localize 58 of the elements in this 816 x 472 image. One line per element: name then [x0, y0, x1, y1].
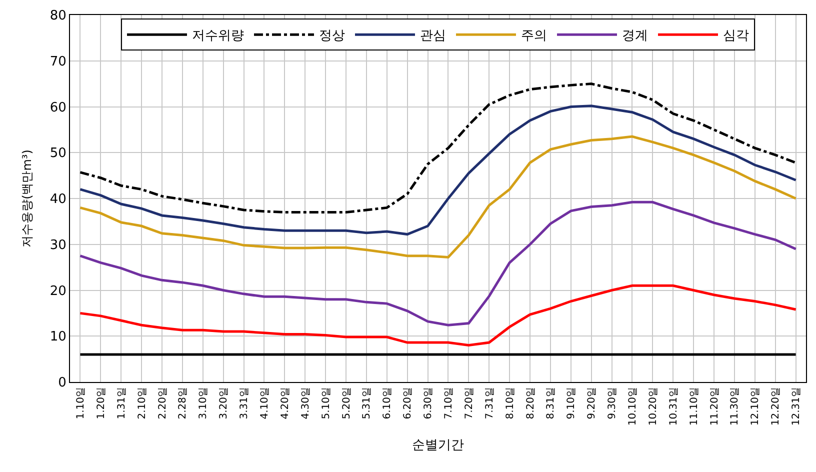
- x-tick-label: 5.31일: [362, 387, 373, 420]
- legend-label: 심각: [723, 28, 749, 44]
- y-tick-label: 20: [50, 284, 66, 299]
- y-axis-title: 저수용량(백만m³): [20, 150, 34, 248]
- x-tick-label: 5.20일: [341, 387, 352, 420]
- x-tick-label: 10.31일: [668, 387, 680, 426]
- x-tick-label: 3.10일: [198, 387, 210, 420]
- x-tick-label: 1.10일: [75, 387, 86, 420]
- x-tick-label: 7.20일: [464, 387, 475, 420]
- legend-label: 주의: [521, 28, 547, 44]
- y-tick-label: 50: [50, 146, 66, 162]
- x-tick-label: 8.31일: [546, 387, 557, 420]
- x-tick-label: 11.10일: [688, 387, 700, 426]
- x-tick-label: 5.10일: [320, 387, 332, 420]
- x-tick-label: 6.30일: [423, 387, 434, 420]
- x-tick-label: 6.10일: [382, 387, 394, 420]
- legend-label: 정상: [319, 28, 345, 44]
- x-tick-label: 4.20일: [280, 387, 291, 420]
- x-axis-title: 순별기간: [412, 438, 464, 454]
- x-tick-label: 1.31일: [116, 387, 128, 420]
- x-tick-label: 3.31일: [239, 387, 250, 420]
- x-tick-label: 2.28일: [178, 387, 189, 420]
- legend-label: 저수위량: [192, 28, 244, 44]
- x-tick-label: 2.20일: [157, 387, 168, 420]
- line-series: [78, 135, 798, 258]
- x-tick-label: 1.20일: [96, 387, 107, 420]
- x-tick-label: 4.10일: [259, 387, 270, 420]
- x-tick-label: 2.10일: [136, 387, 148, 420]
- x-tick-label: 3.20일: [218, 387, 230, 420]
- x-tick-label: 7.10일: [443, 387, 454, 420]
- y-tick-label: 10: [50, 330, 66, 345]
- x-tick-label: 11.20일: [709, 387, 720, 426]
- y-tick-label: 80: [50, 8, 66, 24]
- line-series: [78, 284, 798, 347]
- x-tick-label: 10.10일: [627, 387, 638, 426]
- x-tick-label: 9.10일: [566, 387, 578, 420]
- x-tick-label: 9.20일: [586, 387, 598, 420]
- x-tick-label: 11.30일: [730, 387, 741, 426]
- x-tick-label: 12.31일: [791, 387, 802, 426]
- y-tick-label: 0: [58, 376, 66, 391]
- x-tick-label: 7.31일: [484, 387, 496, 420]
- x-tick-label: 9.30일: [607, 387, 618, 420]
- x-tick-label: 8.20일: [525, 387, 536, 420]
- x-tick-label: 4.30일: [300, 387, 312, 420]
- x-tick-label: 10.20일: [648, 387, 659, 426]
- x-tick-label: 6.20일: [402, 387, 414, 420]
- line-series: [78, 104, 798, 236]
- y-tick-label: 40: [50, 192, 66, 208]
- legend-label: 경계: [622, 28, 648, 44]
- line-series: [78, 200, 798, 326]
- y-tick-label: 30: [50, 238, 66, 253]
- line-series: [78, 82, 798, 214]
- x-tick-label: 12.10일: [750, 387, 762, 426]
- y-tick-label: 70: [50, 54, 66, 70]
- legend-label: 관심: [420, 28, 446, 44]
- y-tick-label: 60: [50, 100, 66, 116]
- x-tick-label: 12.20일: [770, 387, 782, 426]
- x-tick-label: 8.10일: [504, 387, 516, 420]
